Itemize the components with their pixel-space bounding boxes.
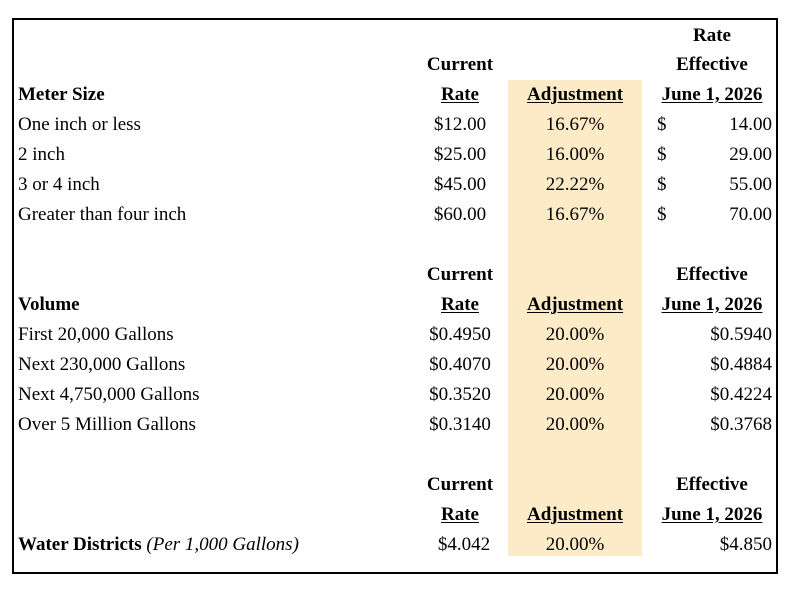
meter-row-dollar-sign: $ bbox=[657, 174, 667, 195]
volume-row-adjustment: 20.00% bbox=[545, 384, 605, 405]
meter-row-adjustment: 16.67% bbox=[545, 204, 605, 225]
districts-label: Water Districts bbox=[18, 534, 142, 555]
volume-row-label: Over 5 Million Gallons bbox=[18, 414, 196, 435]
meter-row-current: $60.00 bbox=[433, 204, 487, 225]
meter-row-adjustment: 22.22% bbox=[545, 174, 605, 195]
meter-row-effective: 14.00 bbox=[729, 114, 772, 135]
districts-current-header-line1: Current bbox=[426, 474, 494, 495]
adjustment-column-highlight bbox=[508, 80, 642, 556]
volume-header: Volume bbox=[18, 294, 80, 315]
meter-row-effective: 55.00 bbox=[729, 174, 772, 195]
volume-row-label: First 20,000 Gallons bbox=[18, 324, 174, 345]
meter-row-current: $25.00 bbox=[433, 144, 487, 165]
meter-row-label: 2 inch bbox=[18, 144, 65, 165]
volume-row-current: $0.4950 bbox=[429, 324, 491, 345]
districts-row-adjustment: 20.00% bbox=[545, 534, 605, 555]
districts-effective-header-line2: June 1, 2026 bbox=[661, 504, 763, 525]
districts-current-header-line2: Rate bbox=[441, 504, 479, 525]
meter-current-header-line2: Rate bbox=[441, 84, 479, 105]
volume-row-label: Next 4,750,000 Gallons bbox=[18, 384, 200, 405]
meter-row-adjustment: 16.00% bbox=[545, 144, 605, 165]
volume-row-effective: $0.3768 bbox=[710, 414, 772, 435]
meter-row-effective: 29.00 bbox=[729, 144, 772, 165]
volume-row-current: $0.4070 bbox=[429, 354, 491, 375]
volume-row-adjustment: 20.00% bbox=[545, 324, 605, 345]
volume-row-current: $0.3140 bbox=[429, 414, 491, 435]
districts-row-current: $4.042 bbox=[437, 534, 491, 555]
volume-row-label: Next 230,000 Gallons bbox=[18, 354, 186, 375]
meter-row-current: $45.00 bbox=[433, 174, 487, 195]
meter-row-current: $12.00 bbox=[433, 114, 487, 135]
meter-row-label: 3 or 4 inch bbox=[18, 174, 100, 195]
volume-row-adjustment: 20.00% bbox=[545, 414, 605, 435]
volume-row-effective: $0.4884 bbox=[710, 354, 772, 375]
meter-current-header-line1: Current bbox=[426, 54, 494, 75]
meter-effective-header-line2: June 1, 2026 bbox=[661, 84, 763, 105]
volume-effective-header-line1: Effective bbox=[676, 264, 748, 285]
meter-adjustment-header: Adjustment bbox=[526, 84, 624, 105]
meter-effective-header-line1: Effective bbox=[676, 54, 748, 75]
volume-row-effective: $0.5940 bbox=[710, 324, 772, 345]
meter-row-adjustment: 16.67% bbox=[545, 114, 605, 135]
meter-row-dollar-sign: $ bbox=[657, 114, 667, 135]
meter-row-effective: 70.00 bbox=[729, 204, 772, 225]
volume-row-effective: $0.4224 bbox=[710, 384, 772, 405]
meter-row-label: One inch or less bbox=[18, 114, 141, 135]
meter-row-label: Greater than four inch bbox=[18, 204, 187, 225]
volume-row-current: $0.3520 bbox=[429, 384, 491, 405]
volume-current-header-line1: Current bbox=[426, 264, 494, 285]
volume-current-header-line2: Rate bbox=[441, 294, 479, 315]
volume-adjustment-header: Adjustment bbox=[526, 294, 624, 315]
meter-row-dollar-sign: $ bbox=[657, 204, 667, 225]
districts-effective-header-line1: Effective bbox=[676, 474, 748, 495]
volume-effective-header-line2: June 1, 2026 bbox=[661, 294, 763, 315]
volume-row-adjustment: 20.00% bbox=[545, 354, 605, 375]
rate-table-frame bbox=[12, 18, 778, 574]
meter-effective-header-line0: Rate bbox=[693, 25, 731, 46]
meter-row-dollar-sign: $ bbox=[657, 144, 667, 165]
meter-size-header: Meter Size bbox=[18, 84, 105, 105]
districts-row-label: Water Districts (Per 1,000 Gallons) bbox=[18, 533, 299, 557]
districts-adjustment-header: Adjustment bbox=[526, 504, 624, 525]
districts-label-note: (Per 1,000 Gallons) bbox=[146, 534, 299, 555]
districts-row-effective: $4.850 bbox=[719, 534, 772, 555]
